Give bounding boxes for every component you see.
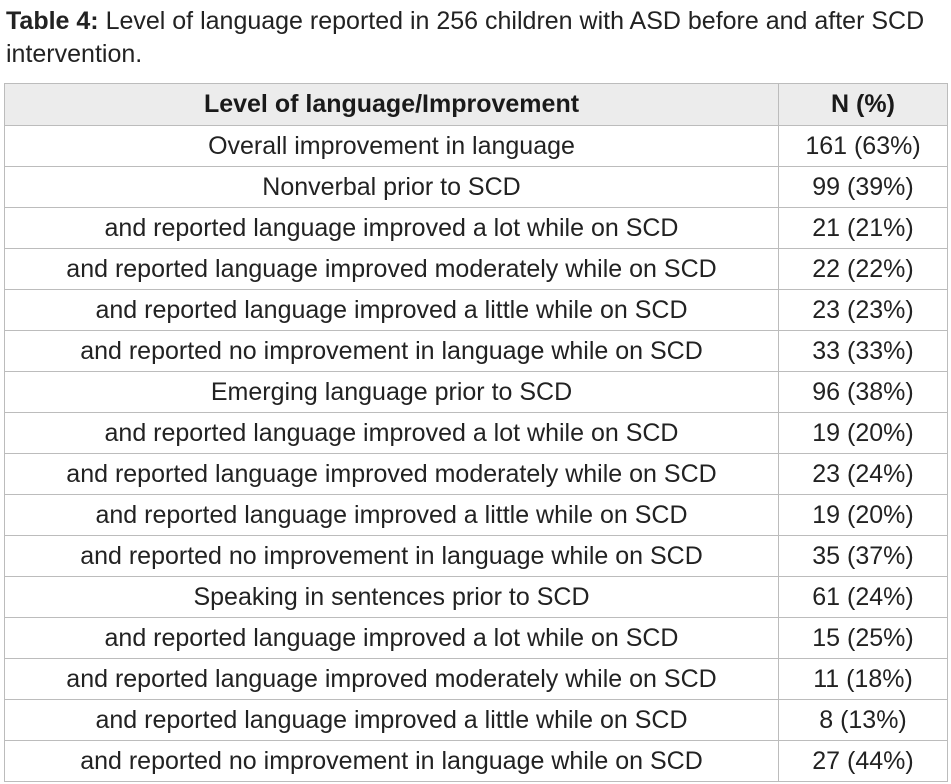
row-label: and reported language improved a lot whi… <box>4 207 779 249</box>
row-label: and reported language improved moderatel… <box>4 453 779 495</box>
row-label: and reported no improvement in language … <box>4 330 779 372</box>
table-row: and reported language improved moderatel… <box>4 248 948 290</box>
table-row: and reported language improved moderatel… <box>4 453 948 495</box>
table-row: and reported language improved a lot whi… <box>4 207 948 249</box>
row-value: 23 (23%) <box>778 289 948 331</box>
table-row: and reported no improvement in language … <box>4 330 948 372</box>
row-value: 15 (25%) <box>778 617 948 659</box>
table-row: and reported no improvement in language … <box>4 740 948 782</box>
table-row: and reported no improvement in language … <box>4 535 948 577</box>
row-label: and reported language improved moderatel… <box>4 658 779 700</box>
row-label: and reported language improved a lot whi… <box>4 617 779 659</box>
table-row: and reported language improved a lot whi… <box>4 412 948 454</box>
header-level-of-language: Level of language/Improvement <box>4 83 779 126</box>
row-value: 96 (38%) <box>778 371 948 413</box>
table-header: Level of language/Improvement N (%) <box>4 83 948 126</box>
table-row: Speaking in sentences prior to SCD 61 (2… <box>4 576 948 618</box>
row-label: Overall improvement in language <box>4 125 779 167</box>
row-label: and reported no improvement in language … <box>4 535 779 577</box>
row-label: and reported language improved a little … <box>4 494 779 536</box>
row-value: 161 (63%) <box>778 125 948 167</box>
row-label: and reported language improved a little … <box>4 699 779 741</box>
table-row: Overall improvement in language 161 (63%… <box>4 125 948 167</box>
table-body: Overall improvement in language 161 (63%… <box>4 125 948 782</box>
header-row: Level of language/Improvement N (%) <box>4 83 948 126</box>
row-value: 27 (44%) <box>778 740 948 782</box>
row-label: Emerging language prior to SCD <box>4 371 779 413</box>
row-label: Speaking in sentences prior to SCD <box>4 576 779 618</box>
row-value: 99 (39%) <box>778 166 948 208</box>
table-row: Emerging language prior to SCD 96 (38%) <box>4 371 948 413</box>
table-caption-text: Level of language reported in 256 childr… <box>6 7 925 68</box>
row-value: 19 (20%) <box>778 494 948 536</box>
row-label: and reported no improvement in language … <box>4 740 779 782</box>
table-caption-label: Table 4: <box>6 7 99 35</box>
table-caption: Table 4: Level of language reported in 2… <box>6 5 941 71</box>
row-value: 21 (21%) <box>778 207 948 249</box>
row-value: 35 (37%) <box>778 535 948 577</box>
row-value: 33 (33%) <box>778 330 948 372</box>
header-n-percent: N (%) <box>778 83 948 126</box>
table-row: Nonverbal prior to SCD 99 (39%) <box>4 166 948 208</box>
row-label: and reported language improved a little … <box>4 289 779 331</box>
row-value: 19 (20%) <box>778 412 948 454</box>
row-value: 8 (13%) <box>778 699 948 741</box>
row-value: 61 (24%) <box>778 576 948 618</box>
row-value: 23 (24%) <box>778 453 948 495</box>
language-level-table: Level of language/Improvement N (%) Over… <box>4 83 948 782</box>
table-row: and reported language improved a little … <box>4 699 948 741</box>
table-row: and reported language improved a lot whi… <box>4 617 948 659</box>
row-label: and reported language improved moderatel… <box>4 248 779 290</box>
row-label: and reported language improved a lot whi… <box>4 412 779 454</box>
table-row: and reported language improved moderatel… <box>4 658 948 700</box>
table-row: and reported language improved a little … <box>4 289 948 331</box>
table-row: and reported language improved a little … <box>4 494 948 536</box>
row-value: 11 (18%) <box>778 658 948 700</box>
row-value: 22 (22%) <box>778 248 948 290</box>
row-label: Nonverbal prior to SCD <box>4 166 779 208</box>
